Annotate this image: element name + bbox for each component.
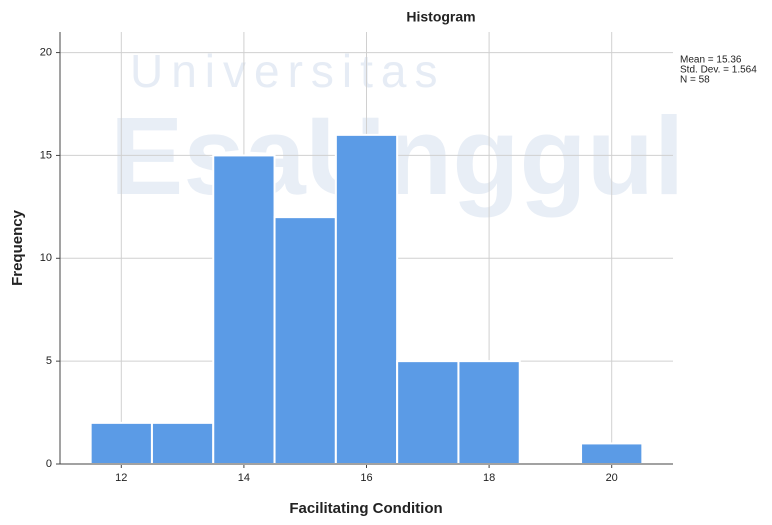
bar: [150, 421, 215, 466]
bar: [334, 133, 399, 465]
y-tick-label: 20: [40, 46, 52, 58]
x-tick-label: 16: [360, 472, 372, 484]
y-tick-label: 0: [46, 458, 52, 470]
bar: [580, 442, 644, 465]
bar: [396, 360, 460, 465]
y-tick-label: 10: [40, 252, 52, 264]
x-tick-label: 12: [115, 472, 127, 484]
x-tick-label: 18: [483, 472, 495, 484]
bar: [89, 421, 153, 466]
stat-label: Mean = 15.36: [680, 55, 742, 66]
chart-title: Histogram: [406, 9, 475, 25]
stat-label: Std. Dev. = 1.564: [680, 65, 757, 76]
y-tick-label: 15: [40, 149, 52, 161]
y-tick-label: 5: [46, 355, 52, 367]
x-tick-label: 20: [606, 472, 618, 484]
y-axis-label: Frequency: [9, 209, 26, 286]
bar: [212, 154, 276, 466]
watermark: Universitas: [130, 45, 446, 97]
bar: [457, 360, 521, 465]
x-axis-label: Facilitating Condition: [289, 500, 442, 517]
bar: [273, 216, 337, 465]
stat-label: N = 58: [680, 75, 710, 86]
x-tick-label: 14: [238, 472, 250, 484]
